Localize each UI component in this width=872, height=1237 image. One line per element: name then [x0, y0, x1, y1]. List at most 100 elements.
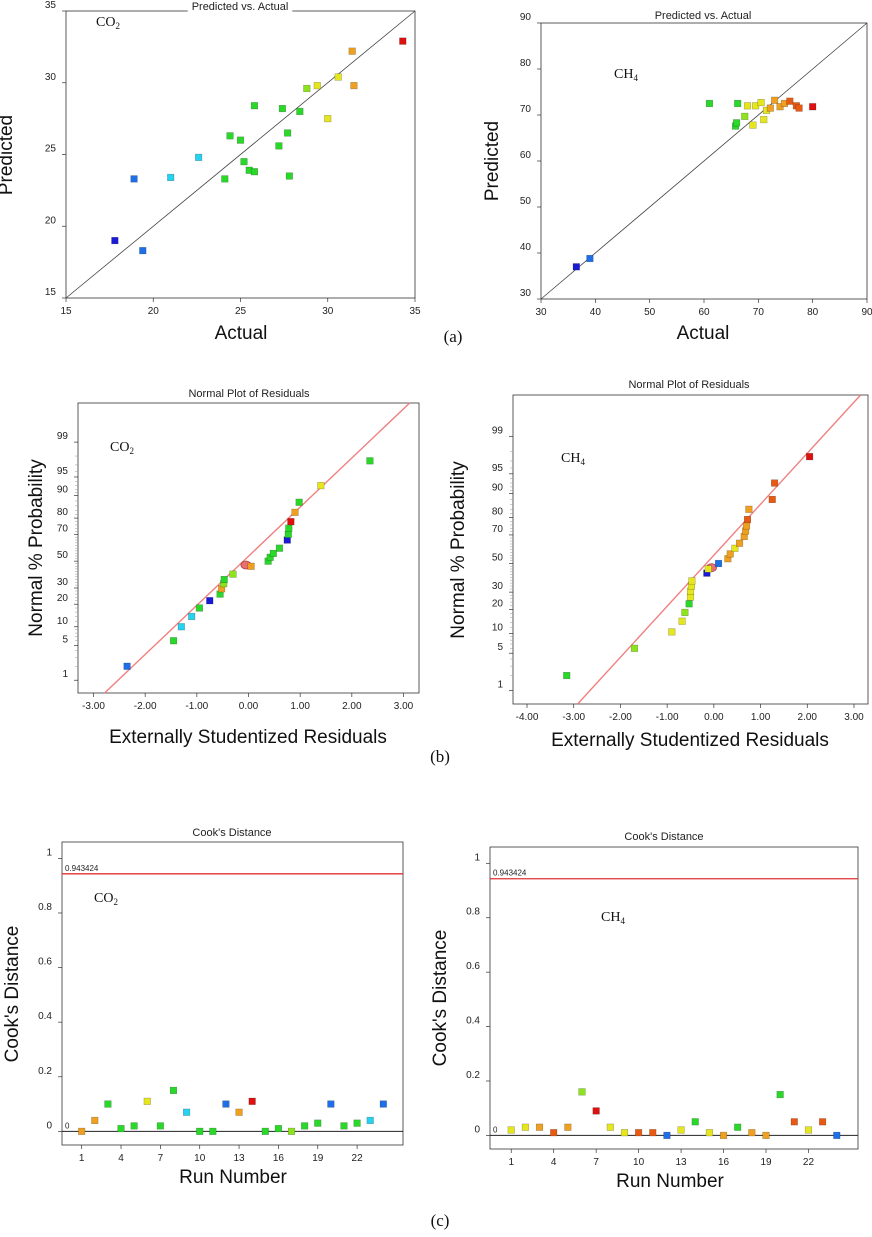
data-point [734, 99, 742, 108]
gas-label: CH4 [601, 910, 625, 926]
chart-title: Normal Plot of Residuals [188, 388, 310, 400]
data-point [327, 1100, 335, 1108]
data-point [317, 482, 325, 490]
x-tick-label: 20 [148, 306, 160, 317]
data-point [630, 644, 638, 652]
y-tick-label: 20 [492, 598, 504, 609]
gas-label: CH4 [561, 451, 585, 467]
data-point [247, 562, 255, 570]
plot-frame [489, 846, 859, 1150]
data-point [743, 515, 752, 524]
plot-frame [77, 402, 420, 694]
data-point [776, 1091, 784, 1099]
x-tick-label: 1 [508, 1157, 514, 1168]
data-point [586, 254, 594, 263]
data-point [677, 1126, 685, 1134]
data-point [195, 604, 203, 612]
chart-title-backing [650, 10, 756, 22]
y-tick-label: 95 [57, 466, 69, 477]
reference-line [540, 22, 868, 300]
data-point [284, 129, 292, 137]
data-point [663, 1131, 671, 1139]
data-point [222, 1100, 230, 1108]
data-point [350, 82, 358, 90]
gas-formula: CO [94, 891, 113, 906]
data-point [285, 524, 293, 532]
gas-formula: CH [614, 67, 633, 82]
data-point [221, 175, 229, 183]
data-point [564, 1123, 572, 1131]
chart-title-backing [620, 831, 708, 843]
data-point [668, 628, 676, 636]
y-tick-label: 1 [46, 847, 52, 858]
data-point [353, 1119, 361, 1127]
x-axis-label: Externally Studentized Residuals [551, 730, 829, 751]
data-point [177, 623, 185, 631]
y-tick-label: 0 [474, 1124, 480, 1135]
x-tick-label: 25 [235, 306, 247, 317]
data-point [688, 577, 696, 585]
data-point [620, 1129, 629, 1137]
x-tick-label: 50 [644, 307, 656, 318]
x-tick-label: 4 [118, 1153, 124, 1164]
data-point [771, 96, 779, 104]
reference-line [577, 394, 862, 705]
y-tick-label: 80 [520, 58, 532, 69]
y-tick-label: 50 [57, 550, 69, 561]
data-point [301, 1122, 309, 1130]
data-point [303, 84, 311, 93]
y-tick-label: 20 [57, 593, 69, 604]
data-point [635, 1129, 643, 1137]
data-point [762, 1131, 770, 1139]
y-tick-label: 0.8 [466, 907, 480, 918]
chart-title: Cook's Distance [624, 831, 703, 843]
y-tick-label: 90 [57, 485, 69, 496]
reference-line [65, 10, 416, 299]
data-point [340, 1122, 348, 1130]
data-point [691, 1118, 699, 1126]
panel-label-a: (a) [444, 327, 463, 346]
x-tick-label: -2.00 [134, 701, 157, 712]
data-point [735, 539, 744, 547]
chart-title-backing [184, 388, 315, 400]
chart-title: Predicted vs. Actual [192, 1, 289, 13]
x-axis-label: Run Number [179, 1167, 287, 1188]
y-tick-label: 90 [520, 12, 532, 23]
x-tick-label: 7 [593, 1157, 599, 1168]
data-point [757, 99, 765, 107]
y-tick-label: 70 [520, 104, 532, 115]
y-tick-label: 50 [520, 196, 532, 207]
y-tick-label: 35 [45, 0, 57, 11]
y-tick-label: 70 [57, 523, 69, 534]
chart-normal-plot-ch4: Normal Plot of Residuals -4.00 -3.00 -2.00 -… [448, 379, 869, 751]
data-point [685, 600, 693, 608]
data-point [592, 1107, 600, 1115]
data-point [719, 1131, 728, 1139]
data-point [295, 498, 303, 506]
x-tick-label: 15 [60, 306, 72, 317]
data-point [111, 237, 119, 245]
x-tick-label: 10 [633, 1157, 645, 1168]
threshold-label: 0.943424 [65, 864, 99, 873]
data-point [733, 119, 741, 127]
y-tick-label: 15 [45, 287, 57, 298]
data-point [287, 1127, 296, 1135]
data-point [795, 104, 803, 112]
data-point [130, 175, 138, 183]
gas-label: CO2 [110, 440, 134, 456]
y-tick-label: 0 [46, 1120, 52, 1131]
y-tick-label: 90 [492, 483, 504, 494]
y-tick-label: 10 [492, 622, 504, 633]
data-point [705, 99, 713, 108]
gas-subscript: 2 [129, 446, 134, 456]
x-tick-label: -3.00 [562, 712, 585, 723]
y-tick-label: 0.8 [38, 902, 52, 913]
data-point [240, 158, 248, 166]
data-point [507, 1126, 515, 1134]
data-point [285, 172, 293, 180]
data-point [379, 1100, 387, 1108]
data-point [786, 97, 794, 105]
gas-formula: CO [96, 15, 115, 30]
y-tick-label: 5 [62, 634, 68, 645]
x-tick-label: 0.00 [239, 701, 259, 712]
